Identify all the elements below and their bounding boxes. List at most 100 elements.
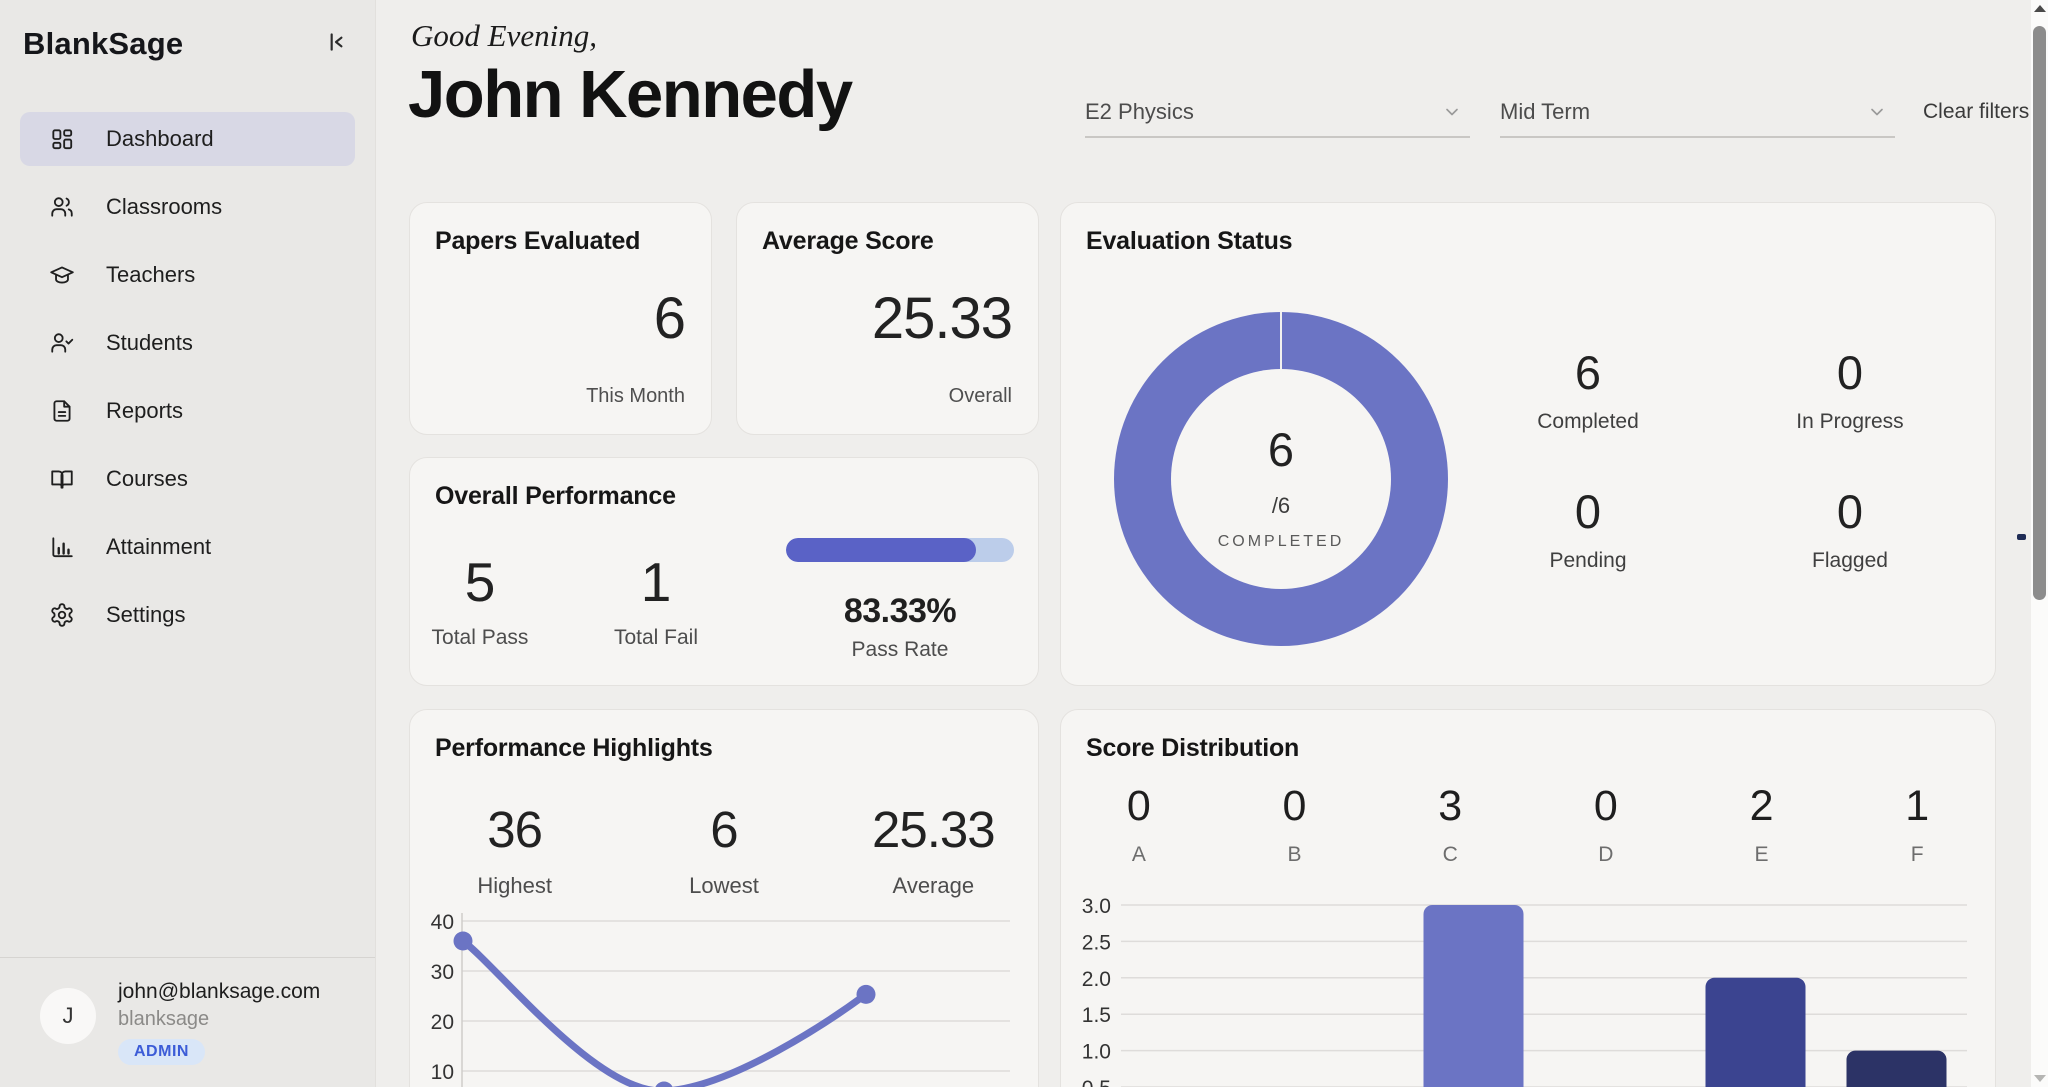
stat-label: Lowest [689, 873, 759, 898]
svg-text:40: 40 [431, 911, 454, 934]
sidebar-item-label: Attainment [106, 534, 212, 559]
total-fail-stat: 1 Total Fail [586, 550, 726, 650]
svg-text:10: 10 [431, 1061, 454, 1084]
sidebar-item-students[interactable]: Students [20, 316, 355, 370]
sidebar-item-label: Settings [106, 602, 186, 627]
grade-count-value: 2 [1749, 782, 1774, 830]
sidebar-item-dashboard[interactable]: Dashboard [20, 112, 355, 166]
sidebar-collapse-button[interactable] [319, 27, 353, 61]
average-score-value: 25.33 [871, 286, 1013, 351]
total-fail-label: Total Fail [613, 626, 699, 649]
grade-label: E [1754, 843, 1769, 866]
sidebar-item-label: Reports [106, 398, 184, 423]
clear-filters-button[interactable]: Clear filters [1923, 100, 2030, 123]
users-icon [48, 193, 76, 221]
sidebar-item-label: Courses [106, 466, 188, 491]
grade-count-value: 0 [1282, 782, 1307, 830]
file-text-icon [48, 397, 76, 425]
grade-count-value: 3 [1438, 782, 1463, 830]
donut-segment-divider [1280, 312, 1282, 370]
pass-rate-progress-bar [786, 538, 1014, 562]
page-title-user-name: John Kennedy [408, 57, 853, 132]
book-open-icon [48, 465, 76, 493]
scrollbar-down-arrow-icon[interactable] [2034, 1075, 2046, 1082]
stat-label: In Progress [1796, 410, 1904, 433]
stat-value: 0 [1836, 485, 1864, 538]
card-title: Score Distribution [1086, 734, 1300, 762]
grade-count-value: 0 [1593, 782, 1618, 830]
admin-role-badge: ADMIN [118, 1039, 205, 1065]
svg-text:2.0: 2.0 [1082, 968, 1111, 991]
score-bar-chart: 3.0 2.5 2.0 1.5 1.0 0.5 [1082, 895, 1967, 1087]
performance-line-chart: 40 30 20 10 [431, 911, 1010, 1087]
stat-in-progress: 0 In Progress [1719, 345, 1981, 434]
user-org: blanksage [118, 1008, 210, 1030]
grade-count-f: 1 F [1839, 782, 1995, 867]
stat-lowest: 6 Lowest [619, 800, 828, 899]
scrollbar-thumb[interactable] [2033, 26, 2046, 600]
stat-value: 6 [710, 801, 738, 858]
sidebar-item-courses[interactable]: Courses [20, 452, 355, 506]
evaluation-stats-grid: 6 Completed 0 In Progress 0 Pending 0 Fl… [1457, 345, 1981, 573]
collapse-left-icon [323, 29, 349, 60]
stat-label: Flagged [1812, 549, 1888, 572]
sidebar-item-settings[interactable]: Settings [20, 588, 355, 642]
sidebar-item-label: Classrooms [106, 194, 223, 219]
scrollbar-up-arrow-icon[interactable] [2034, 5, 2046, 12]
average-score-sublabel: Overall [948, 385, 1012, 407]
donut-caption: COMPLETED [1217, 533, 1345, 550]
grade-count-b: 0 B [1217, 782, 1373, 867]
vertical-scrollbar[interactable] [2031, 0, 2048, 1087]
term-filter-value: Mid Term [1500, 99, 1591, 124]
avatar: J [40, 988, 96, 1044]
total-fail-value: 1 [640, 551, 672, 613]
score-distribution-card: Score Distribution 0 A 0 B 3 C 0 D 2 E 1… [1060, 709, 1996, 1087]
grade-label: D [1598, 843, 1614, 866]
term-filter-select[interactable]: Mid Term [1500, 88, 1895, 138]
donut-of-total: /6 [1271, 493, 1291, 518]
stat-highest: 36 Highest [410, 800, 619, 899]
stat-label: Completed [1537, 410, 1639, 433]
svg-text:20: 20 [431, 1011, 454, 1034]
grade-count-c: 3 C [1372, 782, 1528, 867]
grade-counts-row: 0 A 0 B 3 C 0 D 2 E 1 F [1061, 782, 1995, 867]
stat-label: Average [892, 873, 975, 898]
user-email: john@blanksage.com [118, 980, 321, 1003]
card-title: Papers Evaluated [435, 227, 641, 255]
grade-count-value: 1 [1905, 782, 1930, 830]
sidebar-item-teachers[interactable]: Teachers [20, 248, 355, 302]
sidebar-item-label: Dashboard [106, 126, 214, 151]
card-title: Evaluation Status [1086, 227, 1293, 255]
sidebar-item-classrooms[interactable]: Classrooms [20, 180, 355, 234]
evaluation-donut-chart: 6 /6 COMPLETED [1114, 312, 1448, 646]
stat-completed: 6 Completed [1457, 345, 1719, 434]
sidebar-user-section[interactable]: J john@blanksage.com blanksage ADMIN [0, 957, 375, 1087]
sidebar-item-attainment[interactable]: Attainment [20, 520, 355, 574]
bar-chart-icon [48, 533, 76, 561]
mouse-cursor [2017, 534, 2026, 540]
grade-count-e: 2 E [1684, 782, 1840, 867]
papers-evaluated-sublabel: This Month [586, 385, 685, 407]
stat-value: 0 [1574, 485, 1602, 538]
subject-filter-select[interactable]: E2 Physics [1085, 88, 1470, 138]
stat-label: Highest [477, 873, 552, 898]
card-title: Performance Highlights [435, 734, 713, 762]
highlight-stats-row: 36 Highest 6 Lowest 25.33 Average [410, 800, 1038, 899]
svg-text:3.0: 3.0 [1082, 895, 1111, 918]
subject-filter-value: E2 Physics [1085, 99, 1194, 124]
sidebar-item-label: Teachers [106, 262, 196, 287]
donut-value: 6 [1267, 423, 1295, 476]
app-logo: BlankSage [23, 26, 184, 61]
dashboard-grid-icon [48, 125, 76, 153]
sidebar-nav: Dashboard Classrooms Teachers Students R… [0, 112, 375, 656]
total-pass-label: Total Pass [431, 626, 529, 649]
sidebar-item-label: Students [106, 330, 193, 355]
papers-evaluated-card: Papers Evaluated 6 This Month [409, 202, 712, 435]
card-title: Overall Performance [435, 482, 676, 510]
stat-pending: 0 Pending [1457, 484, 1719, 573]
stat-flagged: 0 Flagged [1719, 484, 1981, 573]
grade-count-a: 0 A [1061, 782, 1217, 867]
pass-rate-value: 83.33% [843, 592, 957, 630]
sidebar-item-reports[interactable]: Reports [20, 384, 355, 438]
grade-count-value: 0 [1126, 782, 1151, 830]
